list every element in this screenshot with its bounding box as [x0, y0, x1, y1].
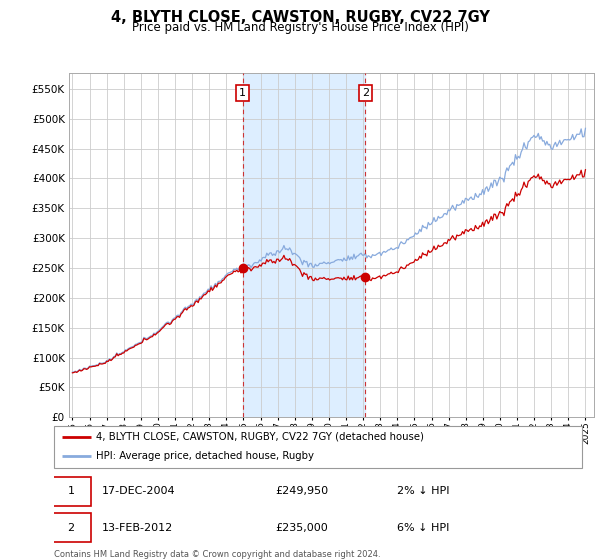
Text: £235,000: £235,000 — [276, 523, 329, 533]
Text: 13-FEB-2012: 13-FEB-2012 — [101, 523, 173, 533]
Text: £249,950: £249,950 — [276, 487, 329, 496]
Text: 4, BLYTH CLOSE, CAWSTON, RUGBY, CV22 7GY: 4, BLYTH CLOSE, CAWSTON, RUGBY, CV22 7GY — [110, 10, 490, 25]
FancyBboxPatch shape — [52, 513, 91, 542]
Text: Contains HM Land Registry data © Crown copyright and database right 2024.
This d: Contains HM Land Registry data © Crown c… — [54, 550, 380, 560]
Bar — [243, 73, 365, 417]
FancyBboxPatch shape — [52, 477, 91, 506]
Text: 17-DEC-2004: 17-DEC-2004 — [101, 487, 175, 496]
Text: 2: 2 — [68, 523, 75, 533]
Text: 2: 2 — [362, 88, 369, 98]
Text: HPI: Average price, detached house, Rugby: HPI: Average price, detached house, Rugb… — [96, 451, 314, 461]
Text: 6% ↓ HPI: 6% ↓ HPI — [397, 523, 449, 533]
Text: 1: 1 — [239, 88, 246, 98]
Text: 2% ↓ HPI: 2% ↓ HPI — [397, 487, 450, 496]
Text: 4, BLYTH CLOSE, CAWSTON, RUGBY, CV22 7GY (detached house): 4, BLYTH CLOSE, CAWSTON, RUGBY, CV22 7GY… — [96, 432, 424, 442]
FancyBboxPatch shape — [54, 426, 582, 468]
Text: Price paid vs. HM Land Registry's House Price Index (HPI): Price paid vs. HM Land Registry's House … — [131, 21, 469, 34]
Text: 1: 1 — [68, 487, 74, 496]
